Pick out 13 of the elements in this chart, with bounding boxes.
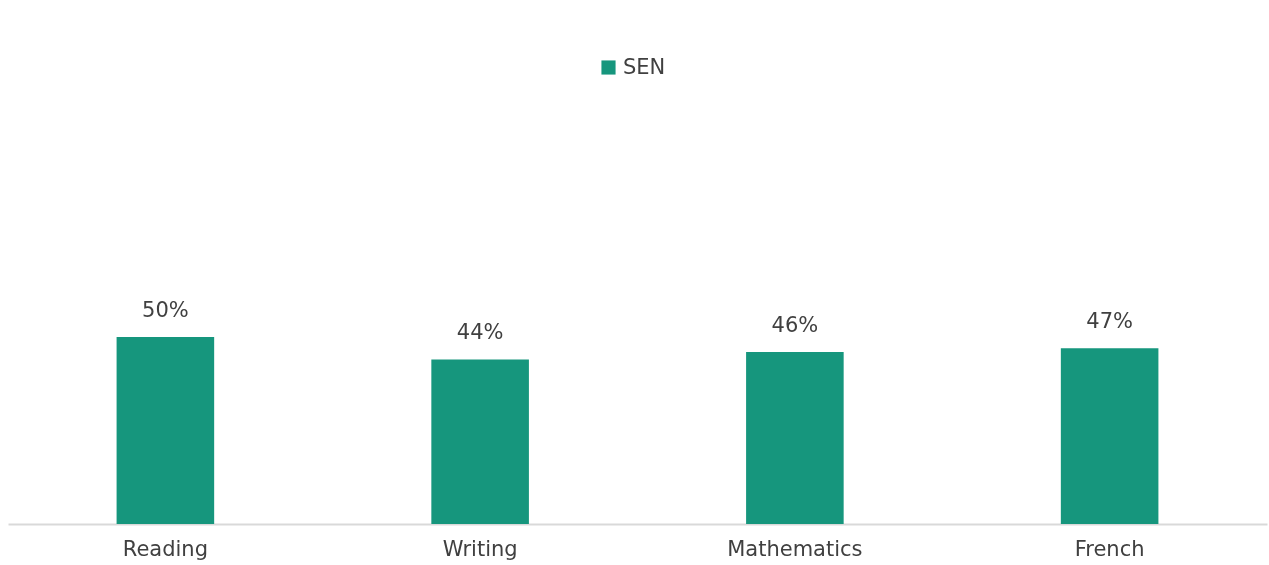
data-label: 47%	[1086, 309, 1133, 334]
data-label: 46%	[771, 312, 819, 337]
x-tick-label: Writing	[442, 536, 518, 561]
x-tick-label: Mathematics	[727, 536, 863, 561]
bar	[1060, 348, 1159, 524]
legend-label: SEN	[623, 54, 666, 79]
x-tick-label: Reading	[122, 536, 208, 561]
data-label: 50%	[142, 298, 189, 322]
bar	[431, 359, 529, 524]
data-label: 44%	[456, 320, 504, 345]
x-tick-label: French	[1074, 536, 1145, 561]
bar	[116, 337, 215, 524]
bar	[746, 351, 844, 524]
